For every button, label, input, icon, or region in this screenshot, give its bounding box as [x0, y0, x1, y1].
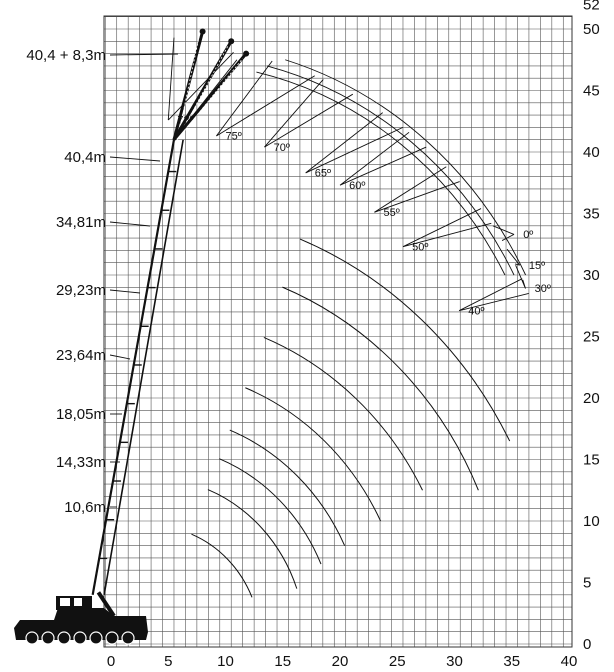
jib-angle-label: 55º — [384, 207, 400, 219]
y-tick-label: 0 — [583, 636, 591, 653]
radius-arc — [229, 429, 346, 546]
jib-angle-label: 30º — [535, 283, 551, 295]
jib-angle-line — [458, 278, 529, 312]
lattice-jib — [172, 52, 248, 141]
lattice-jib — [172, 31, 205, 141]
x-tick-label: 40 — [561, 653, 578, 670]
jib-angle-label: 60º — [349, 180, 365, 192]
jib-angle-label: 50º — [412, 241, 428, 253]
y-axis-ticks: 0 5 10 15 20 25 30 35 40 45 50 52 — [583, 0, 600, 653]
jib-angle-line — [515, 264, 526, 289]
grid-border — [103, 15, 573, 648]
y-tick-label: 35 — [583, 206, 600, 223]
jib-angle-label: 40º — [468, 305, 484, 317]
jib-angle-label: 75º — [226, 131, 242, 143]
crane-wheel — [121, 631, 135, 645]
jib-angle-line — [167, 37, 234, 121]
jib-angle-label: 0º — [523, 229, 533, 241]
y-tick-label: 50 — [583, 21, 600, 38]
boom-length-leader — [109, 354, 131, 360]
boom-edge — [103, 139, 184, 595]
x-tick-label: 30 — [446, 653, 463, 670]
jib-angle-line — [339, 131, 427, 186]
boom-length-label: 23,64m — [56, 347, 106, 364]
jib-angle-label: 15º — [529, 260, 545, 272]
boom-length-leader — [109, 289, 141, 294]
boom-length-leader — [109, 221, 151, 227]
boom-foot — [96, 591, 116, 618]
jib-envelope-arc — [266, 65, 515, 276]
jib-angle-line — [492, 225, 515, 241]
y-tick-label: 10 — [583, 513, 600, 530]
telescopic-boom — [91, 28, 250, 595]
boom-length-label: 40,4 + 8,3m — [26, 47, 106, 64]
y-tick-label: 52 — [583, 0, 600, 13]
x-axis-ticks: 0 5 10 15 20 25 30 35 40 — [107, 653, 578, 670]
lattice-jib-truss — [177, 36, 200, 140]
boom-length-labels: 40,4 + 8,3m 40,4m 34,81m 29,23m 23,64m 18,05m… — [26, 47, 179, 516]
radius-arc — [282, 286, 479, 491]
jib-envelope-arc — [256, 71, 506, 276]
y-tick-label: 30 — [583, 267, 600, 284]
jib-angle-line — [215, 60, 315, 137]
crane-wheel — [89, 631, 103, 645]
boom-length-leader — [109, 53, 179, 56]
boom-length-label: 10,6m — [64, 499, 106, 516]
jib-tip-sheave — [228, 38, 235, 45]
jib-angle-line — [374, 166, 460, 213]
crane-wheel — [57, 631, 71, 645]
y-tick-label: 20 — [583, 390, 600, 407]
crane-wheel — [73, 631, 87, 645]
boom-edge — [91, 139, 176, 595]
jib-angle-label: 78º — [177, 115, 193, 127]
jib-tip-sheave — [243, 50, 250, 57]
crane-wheel — [105, 631, 119, 645]
x-tick-label: 15 — [274, 653, 291, 670]
boom-length-label: 29,23m — [56, 282, 106, 299]
jib-stay — [173, 59, 238, 141]
y-tick-label: 45 — [583, 83, 600, 100]
boom-length-label: 34,81m — [56, 214, 106, 231]
jib-angle-label: 65º — [315, 168, 331, 180]
crane-truck-icon — [14, 591, 148, 645]
jib-angle-labels: 78º 75º 70º 65º 60º 55º 50º 40º 30º 15º 0º — [177, 115, 551, 318]
crane-wheel — [25, 631, 39, 645]
radius-arc — [219, 458, 322, 565]
crane-cab-window — [60, 598, 70, 606]
jib-angle-line — [506, 248, 521, 266]
boom-length-label: 40,4m — [64, 149, 106, 166]
crane-cab-window — [74, 598, 82, 606]
boom-length-leader — [109, 156, 161, 162]
jib-tip-sheave — [199, 28, 206, 35]
radius-arc — [207, 489, 298, 589]
y-tick-label: 40 — [583, 144, 600, 161]
jib-envelope — [167, 37, 529, 312]
x-tick-label: 20 — [332, 653, 349, 670]
x-tick-label: 25 — [389, 653, 406, 670]
x-tick-label: 10 — [217, 653, 234, 670]
x-tick-label: 35 — [503, 653, 520, 670]
radius-arc — [191, 533, 253, 598]
x-tick-label: 5 — [164, 653, 172, 670]
radius-arcs — [191, 238, 511, 598]
chart-grid — [103, 15, 573, 648]
jib-angle-line — [305, 112, 404, 174]
x-tick-label: 0 — [107, 653, 115, 670]
jib-envelope-arc — [285, 59, 527, 276]
y-tick-label: 15 — [583, 452, 600, 469]
jib-angle-line — [264, 79, 354, 148]
lattice-jib-truss — [177, 58, 243, 140]
boom-length-label: 14,33m — [56, 454, 106, 471]
radius-arc — [299, 238, 511, 442]
crane-wheel — [41, 631, 55, 645]
y-tick-label: 25 — [583, 329, 600, 346]
y-tick-label: 5 — [583, 575, 591, 592]
radius-arc — [263, 336, 423, 491]
jib-angle-line — [402, 208, 492, 248]
jib-angle-label: 70º — [274, 142, 290, 154]
radius-arc — [245, 387, 382, 522]
boom-length-label: 18,05m — [56, 406, 106, 423]
